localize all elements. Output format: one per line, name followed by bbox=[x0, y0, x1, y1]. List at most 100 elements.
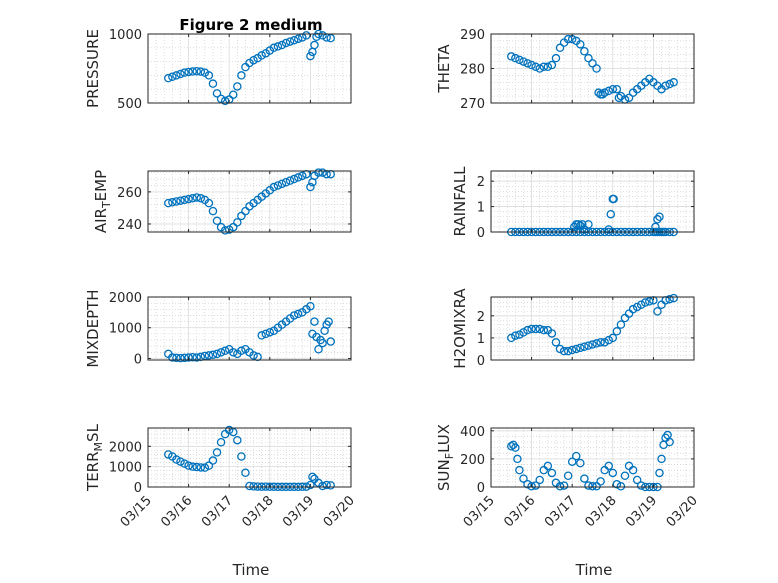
data-point bbox=[184, 67, 193, 77]
data-point bbox=[543, 461, 553, 471]
data-point bbox=[572, 451, 581, 461]
data-point bbox=[172, 455, 181, 464]
data-point bbox=[192, 462, 201, 472]
data-point bbox=[519, 474, 528, 483]
data-point bbox=[188, 67, 197, 76]
data-point bbox=[531, 324, 540, 334]
y-tick-label: 1000 bbox=[109, 461, 142, 476]
data-point bbox=[196, 67, 206, 76]
data-point bbox=[204, 461, 214, 470]
y-tick-label: 0 bbox=[477, 226, 485, 241]
data-point bbox=[515, 465, 524, 475]
data-point bbox=[172, 353, 181, 363]
data-point bbox=[229, 90, 238, 99]
data-point bbox=[588, 482, 597, 491]
data-point bbox=[511, 331, 520, 340]
y-axis-label: MIXDEPTH bbox=[84, 289, 102, 367]
data-point bbox=[249, 351, 258, 360]
data-point bbox=[653, 215, 662, 224]
data-point bbox=[208, 456, 218, 465]
data-point bbox=[507, 442, 516, 451]
y-tick-label: 280 bbox=[460, 63, 485, 78]
data-point bbox=[665, 294, 674, 304]
y-tick-label: 1000 bbox=[109, 28, 142, 43]
x-tick-label: 03/17 bbox=[542, 493, 579, 530]
data-point bbox=[584, 481, 593, 490]
data-point bbox=[606, 209, 616, 219]
data-point bbox=[632, 475, 642, 485]
data-point bbox=[249, 482, 258, 491]
y-axis-label: TERRMSL bbox=[84, 423, 105, 492]
data-point bbox=[176, 69, 185, 79]
y-tick-label: 200 bbox=[460, 453, 485, 468]
data-point bbox=[285, 176, 295, 185]
data-point bbox=[289, 174, 299, 184]
data-point bbox=[551, 338, 561, 347]
data-point bbox=[269, 182, 279, 192]
axes-box bbox=[490, 427, 695, 488]
data-point bbox=[176, 353, 185, 363]
data-point bbox=[168, 72, 177, 82]
data-point bbox=[237, 71, 246, 80]
data-points bbox=[507, 430, 674, 492]
data-point bbox=[665, 79, 674, 89]
data-point bbox=[281, 38, 291, 48]
data-points bbox=[164, 168, 335, 235]
data-point bbox=[580, 47, 589, 56]
data-point bbox=[265, 328, 275, 337]
axes-box bbox=[490, 170, 695, 233]
data-point bbox=[184, 194, 193, 204]
x-tick-label: 03/19 bbox=[280, 493, 317, 530]
data-point bbox=[628, 304, 638, 314]
data-point bbox=[176, 196, 185, 205]
data-point bbox=[523, 59, 532, 68]
data-point bbox=[580, 342, 589, 351]
data-point bbox=[216, 437, 226, 447]
data-points bbox=[507, 34, 678, 104]
data-point bbox=[241, 468, 250, 478]
x-tick-label: 03/18 bbox=[583, 493, 620, 530]
y-tick-label: 260 bbox=[117, 186, 142, 201]
data-point bbox=[559, 346, 569, 356]
data-point bbox=[281, 177, 291, 187]
data-point bbox=[596, 477, 605, 486]
data-point bbox=[584, 341, 593, 350]
data-point bbox=[172, 197, 181, 206]
axes-box bbox=[147, 33, 352, 104]
data-point bbox=[519, 328, 528, 337]
data-point bbox=[245, 481, 254, 491]
data-point bbox=[588, 59, 597, 68]
data-point bbox=[298, 171, 307, 181]
data-point bbox=[306, 301, 315, 311]
subplot-8: 0 200 400 03/15 03/16 03/17 03/18 03/19 03/20 SUN… bbox=[435, 424, 701, 530]
y-axis-label: PRESSURE bbox=[84, 29, 102, 108]
axes-box bbox=[147, 296, 352, 361]
x-tick-label: 03/15 bbox=[461, 493, 498, 530]
data-point bbox=[527, 324, 536, 334]
data-point bbox=[212, 216, 222, 226]
data-point bbox=[624, 461, 634, 471]
data-point bbox=[576, 40, 585, 49]
y-tick-label: 1 bbox=[477, 332, 485, 347]
data-point bbox=[172, 71, 181, 80]
data-point bbox=[661, 81, 670, 91]
data-point bbox=[192, 67, 201, 76]
data-point bbox=[608, 84, 618, 94]
subplot-3: 240 260 AIRTEMP bbox=[92, 168, 352, 235]
y-axis-label: THETA bbox=[435, 44, 453, 94]
data-point bbox=[592, 482, 601, 491]
x-tick-label: 03/16 bbox=[501, 493, 538, 530]
data-point bbox=[632, 302, 642, 312]
data-point bbox=[655, 468, 664, 478]
data-point bbox=[192, 353, 201, 362]
data-point bbox=[216, 94, 226, 104]
subplot-6: 0 1 2 H2OMIXRA bbox=[451, 288, 695, 369]
data-point bbox=[257, 331, 266, 340]
data-point bbox=[596, 338, 605, 347]
data-point bbox=[620, 471, 630, 481]
data-point bbox=[535, 64, 544, 73]
subplot-2: 270 280 290 THETA bbox=[435, 28, 695, 112]
data-point bbox=[212, 349, 222, 359]
y-axis-label: AIRTEMP bbox=[92, 170, 113, 233]
